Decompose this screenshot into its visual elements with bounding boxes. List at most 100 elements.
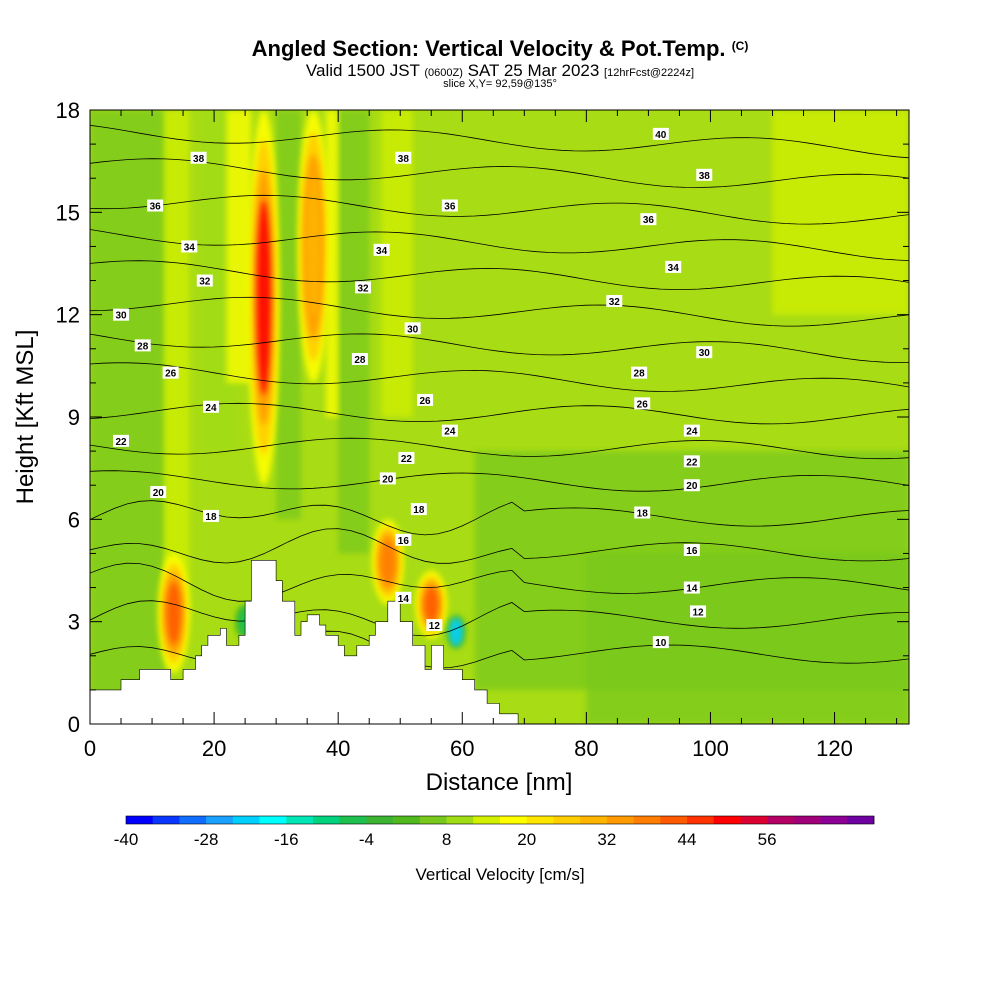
colorbar-swatch: [152, 816, 180, 824]
x-tick-label: 60: [450, 736, 474, 761]
theta-label-bg: [395, 591, 412, 604]
theta-label: 12: [690, 605, 707, 618]
theta-label-bg: [606, 295, 623, 308]
theta-label-bg: [404, 322, 421, 335]
valid-date: SAT 25 Mar 2023: [467, 61, 600, 80]
theta-label-bg: [113, 308, 130, 321]
theta-label-value: 38: [193, 154, 205, 165]
theta-label: 24: [683, 424, 700, 438]
colorbar-swatch: [740, 816, 768, 824]
theta-label-value: 28: [354, 355, 366, 366]
theta-label-bg: [379, 472, 396, 485]
updraft-core: [424, 586, 439, 623]
colorbar-frame: [125, 815, 875, 825]
theta-label-value: 16: [398, 536, 410, 547]
theta-label-bg: [373, 243, 390, 256]
theta-labels: 10 12 12 14 14 16 16 18 18 18 20 20 20 22 22 22 24 24 24 26…: [113, 127, 713, 649]
theta-label: 20: [150, 486, 167, 499]
chart-subtitle: Valid 1500 JST (0600Z) SAT 25 Mar 2023 […: [0, 61, 1000, 81]
theta-label: 34: [665, 260, 682, 274]
updraft-core: [306, 175, 321, 318]
theta-label-value: 18: [413, 505, 425, 516]
y-tick-label: 15: [56, 200, 80, 225]
y-tick-label: 9: [68, 405, 80, 430]
theta-label-value: 24: [444, 427, 456, 438]
theta-label-bg: [162, 366, 179, 379]
theta-label-value: 16: [686, 546, 698, 557]
theta-label: 26: [162, 366, 179, 380]
theta-label-bg: [150, 486, 167, 499]
theta-label-value: 40: [655, 130, 667, 141]
theta-label-value: 34: [376, 246, 388, 257]
theta-label-value: 30: [699, 348, 711, 359]
terrain: [90, 560, 909, 724]
theta-label-bg: [395, 151, 412, 164]
theta-label-value: 12: [692, 607, 704, 618]
theta-label-value: 28: [137, 341, 149, 352]
theta-label: 26: [417, 393, 434, 407]
theta-label-bg: [652, 127, 669, 140]
theta-label: 28: [351, 353, 368, 366]
theta-label-bg: [441, 424, 458, 437]
theta-label-bg: [202, 400, 219, 413]
theta-label: 18: [634, 506, 651, 520]
y-tick-label: 0: [68, 712, 80, 737]
velocity-band: [325, 110, 339, 417]
colorbar-swatch: [419, 816, 447, 824]
velocity-field: [90, 110, 909, 724]
colorbar-swatch: [446, 816, 474, 824]
theta-label-value: 38: [699, 171, 711, 182]
x-axis-title: Distance [nm]: [426, 769, 573, 796]
x-tick-label: 20: [202, 736, 226, 761]
theta-label-value: 32: [609, 297, 621, 308]
theta-label: 16: [683, 544, 700, 557]
colorbar-swatch: [633, 816, 661, 824]
colorbar-swatch: [366, 816, 394, 824]
colorbar-tick-label: 32: [597, 830, 616, 849]
theta-label-value: 14: [398, 594, 410, 605]
colorbar-swatch: [606, 816, 634, 824]
theta-label-bg: [398, 451, 415, 464]
theta-contour-line: [90, 600, 909, 637]
x-tick-label: 100: [692, 736, 729, 761]
theta-label-bg: [634, 397, 651, 410]
velocity-band: [90, 110, 165, 724]
theta-label: 18: [202, 509, 219, 523]
theta-label: 34: [181, 240, 198, 253]
x-tick-label: 0: [84, 736, 96, 761]
theta-label: 38: [696, 168, 713, 182]
theta-contour-line: [90, 124, 909, 159]
theta-label-bg: [696, 346, 713, 359]
theta-label: 38: [190, 151, 207, 165]
theta-contour-line: [90, 528, 909, 564]
theta-label-value: 30: [407, 324, 419, 335]
theta-label-bg: [134, 339, 151, 352]
velocity-band: [772, 110, 909, 315]
theta-label-bg: [634, 506, 651, 519]
theta-label: 36: [147, 199, 164, 213]
colorbar-swatch: [473, 816, 501, 824]
theta-label: 16: [395, 533, 412, 547]
theta-label-bg: [631, 366, 648, 379]
x-tick-label: 80: [574, 736, 598, 761]
theta-label-bg: [683, 544, 700, 557]
x-tick-label: 120: [816, 736, 853, 761]
colorbar-swatch: [179, 816, 207, 824]
theta-label: 14: [683, 581, 700, 595]
theta-contour-line: [90, 296, 909, 327]
theta-label: 34: [373, 243, 390, 257]
theta-label-bg: [652, 636, 669, 649]
theta-label-value: 22: [686, 457, 698, 468]
theta-contour-line: [90, 402, 909, 425]
theta-label: 10: [652, 636, 669, 649]
colorbar-tick-label: -28: [194, 830, 219, 849]
theta-label-value: 36: [444, 202, 456, 213]
theta-label-bg: [683, 455, 700, 468]
theta-label-bg: [696, 168, 713, 181]
theta-label-value: 36: [150, 202, 162, 213]
theta-label-bg: [351, 353, 368, 366]
colorbar-swatch: [820, 816, 848, 824]
theta-label: 30: [113, 308, 130, 322]
theta-label-value: 28: [634, 369, 646, 380]
theta-label: 28: [134, 339, 151, 352]
